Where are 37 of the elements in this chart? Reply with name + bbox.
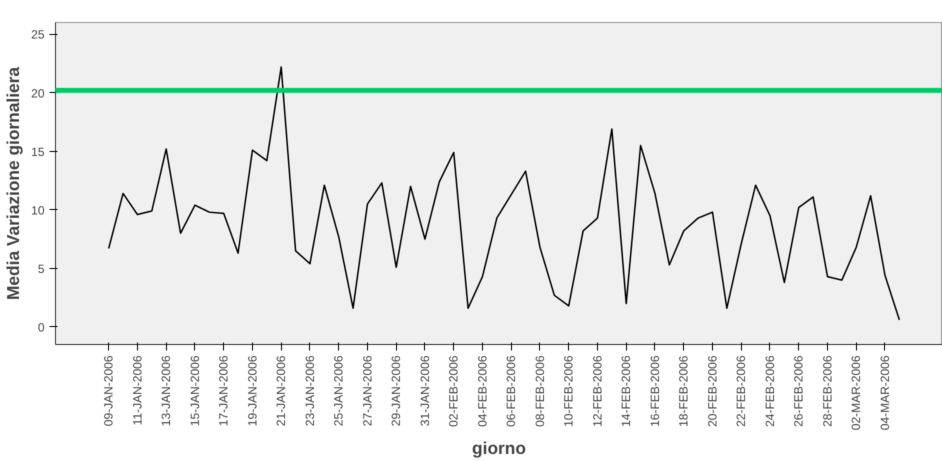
x-tick-label: 20-FEB-2006 <box>705 355 720 427</box>
x-tick-label: 15-JAN-2006 <box>188 355 202 426</box>
x-tick-label: 13-JAN-2006 <box>159 355 174 426</box>
x-tick-label: 09-JAN-2006 <box>102 355 116 426</box>
x-tick-label: 04-FEB-2006 <box>475 355 490 427</box>
y-tick-label: 20 <box>31 86 45 100</box>
x-tick-label: 29-JAN-2006 <box>389 355 404 426</box>
x-tick-label: 18-FEB-2006 <box>676 355 691 427</box>
x-tick-label: 14-FEB-2006 <box>619 355 634 427</box>
x-tick-label: 31-JAN-2006 <box>418 355 432 426</box>
x-tick-label: 28-FEB-2006 <box>820 355 834 427</box>
x-tick-label: 21-JAN-2006 <box>274 355 288 426</box>
x-tick-label: 16-FEB-2006 <box>648 355 662 427</box>
x-tick-label: 02-FEB-2006 <box>446 355 461 427</box>
y-tick-label: 0 <box>38 320 45 334</box>
x-tick-label: 22-FEB-2006 <box>734 355 748 427</box>
x-tick-label: 04-MAR-2006 <box>878 355 892 430</box>
x-tick-label: 06-FEB-2006 <box>504 355 518 427</box>
y-tick-label: 10 <box>31 203 45 218</box>
y-tick-label: 5 <box>38 262 45 276</box>
x-tick-label: 12-FEB-2006 <box>590 355 604 427</box>
x-tick-label: 17-JAN-2006 <box>216 355 231 426</box>
x-tick-label: 24-FEB-2006 <box>762 355 777 427</box>
x-tick-label: 10-FEB-2006 <box>562 355 576 427</box>
x-tick-label: 25-JAN-2006 <box>332 355 346 426</box>
line-series <box>108 66 900 321</box>
x-axis-title: giorno <box>472 438 526 458</box>
x-tick-label: 19-JAN-2006 <box>245 355 260 426</box>
y-tick-label: 25 <box>31 28 45 42</box>
x-tick-label: 02-MAR-2006 <box>849 355 864 430</box>
x-tick-label: 26-FEB-2006 <box>792 355 806 427</box>
x-tick-label: 11-JAN-2006 <box>130 355 144 426</box>
x-tick-label: 27-JAN-2006 <box>360 355 374 426</box>
y-tick-label: 15 <box>31 144 45 159</box>
x-tick-label: 23-JAN-2006 <box>302 355 317 426</box>
x-tick-label: 08-FEB-2006 <box>532 355 547 427</box>
y-axis-title: Media Variazione giornaliera <box>3 66 24 300</box>
